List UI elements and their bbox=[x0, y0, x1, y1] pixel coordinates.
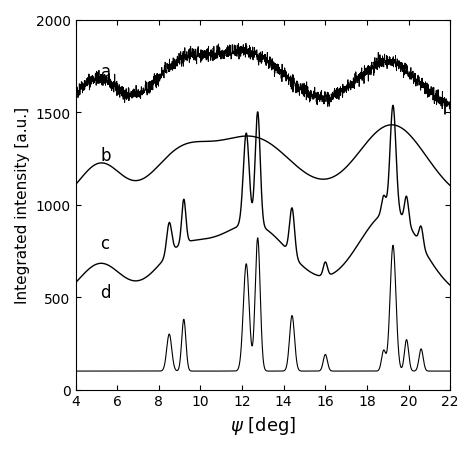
Text: a: a bbox=[100, 63, 110, 81]
Text: c: c bbox=[100, 235, 109, 253]
Text: b: b bbox=[100, 146, 111, 164]
Text: d: d bbox=[100, 283, 111, 301]
X-axis label: $\psi$ [deg]: $\psi$ [deg] bbox=[230, 414, 296, 436]
Y-axis label: Integrated intensity [a.u.]: Integrated intensity [a.u.] bbox=[15, 107, 30, 304]
